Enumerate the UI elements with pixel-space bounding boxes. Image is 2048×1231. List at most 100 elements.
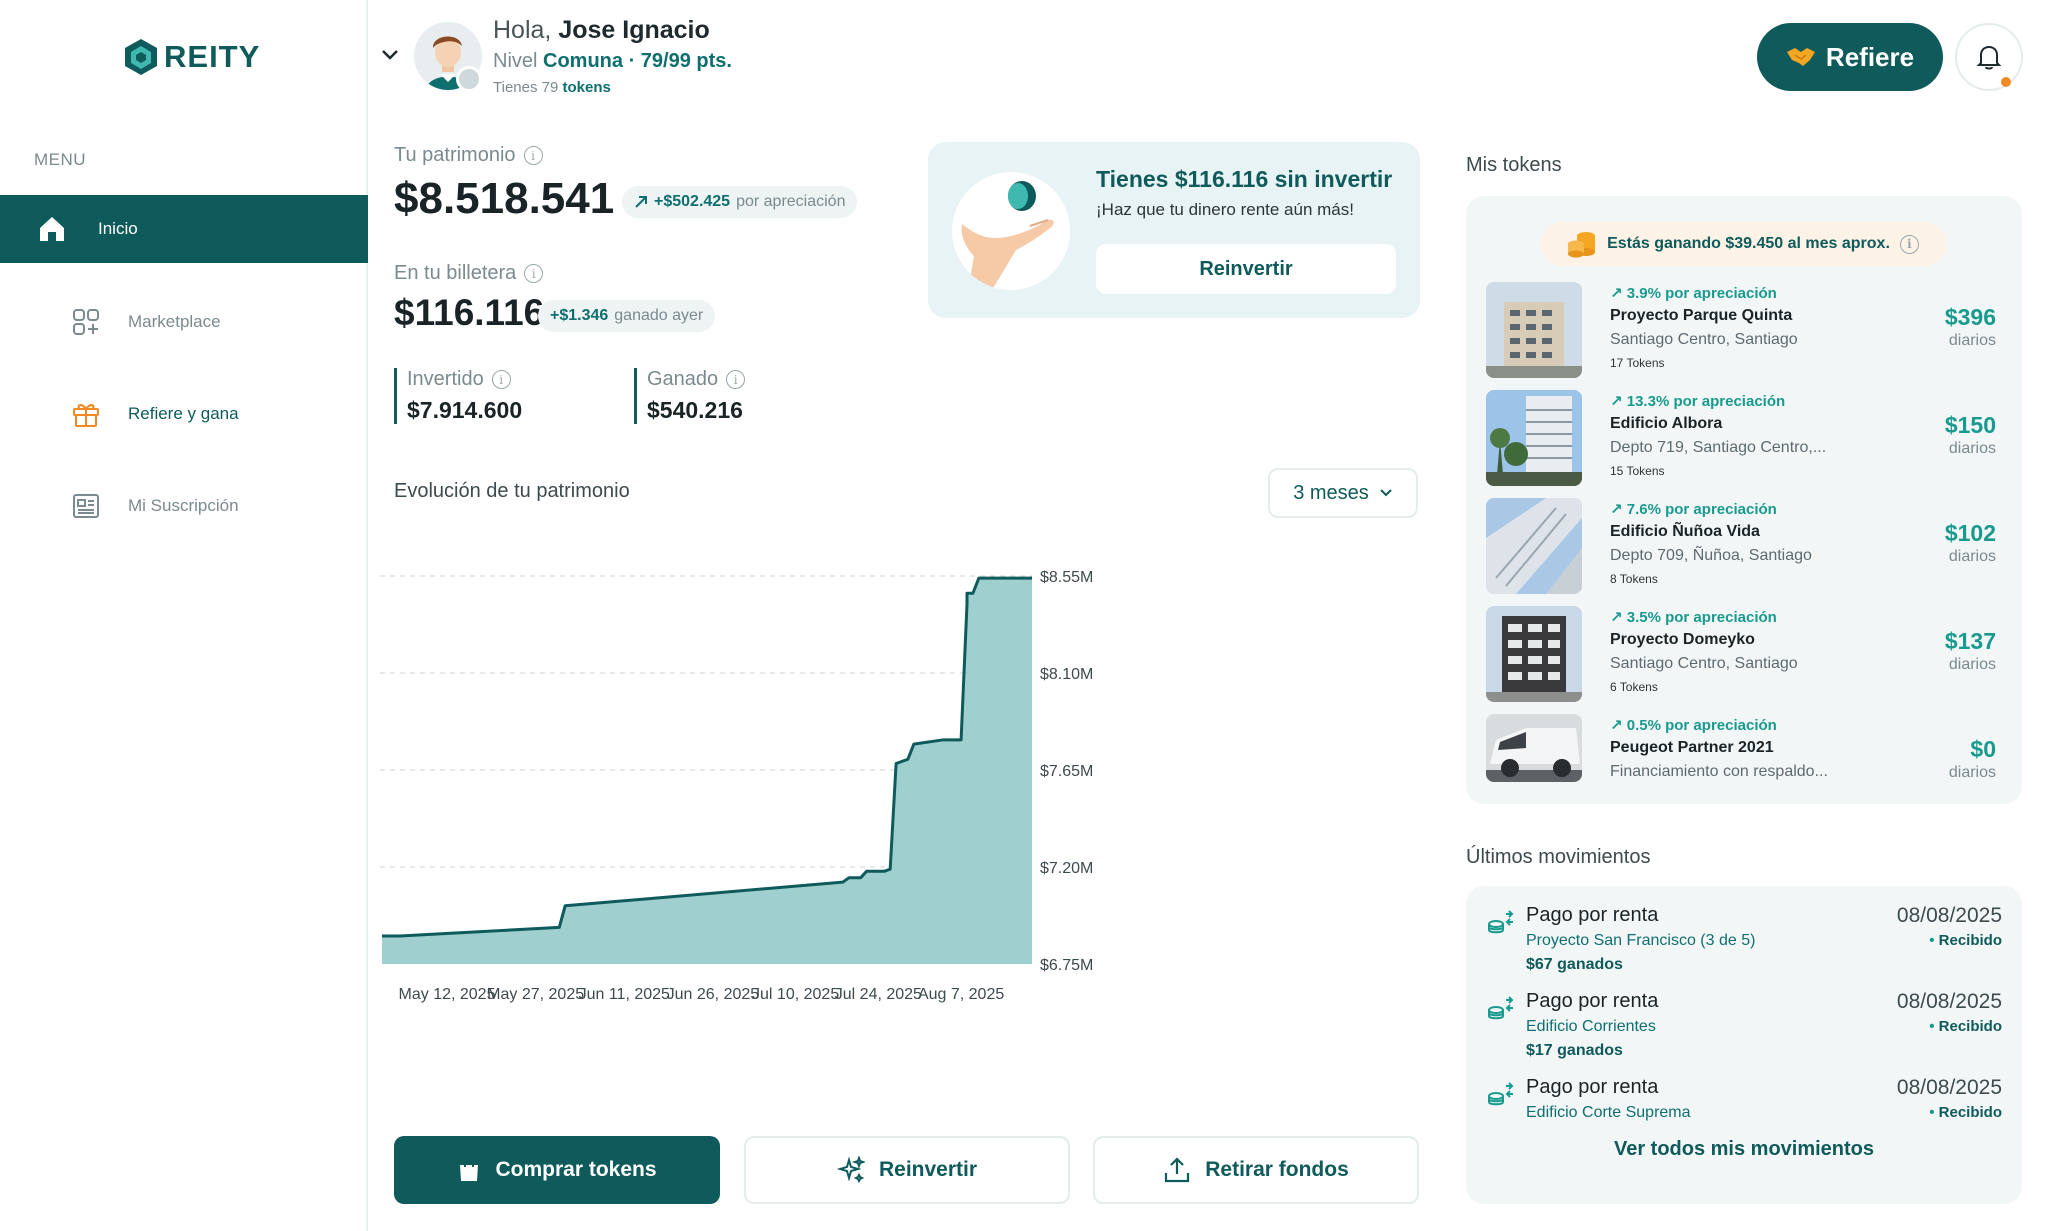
x-tick-label: May 27, 2025 [487, 986, 584, 1003]
see-all-movements-link[interactable]: Ver todos mis movimientos [1613, 1138, 1875, 1160]
vehicle-image [1486, 714, 1582, 782]
token-location: Santiago Centro, Santiago [1610, 331, 1798, 348]
movement-item[interactable]: Pago por renta Proyecto San Francisco (3… [1486, 904, 2002, 984]
sidebar-item-suscripcion[interactable]: Mi Suscripción [0, 472, 368, 540]
level-label: Nivel [493, 50, 538, 72]
token-item[interactable]: ↗ 0.5% por apreciación Peugeot Partner 2… [1486, 714, 2006, 782]
x-tick-label: Jul 24, 2025 [835, 986, 922, 1003]
info-icon[interactable]: i [491, 370, 511, 389]
reinvest-card: Tienes $116.116 sin invertir ¡Haz que tu… [928, 142, 1420, 318]
token-name: Proyecto Domeyko [1610, 631, 1755, 648]
token-item[interactable]: ↗ 3.5% por apreciación Proyecto Domeyko … [1486, 606, 2006, 702]
movement-status: Recibido [1929, 1018, 2002, 1035]
token-appreciation: ↗ 13.3% por apreciación [1610, 393, 1786, 410]
sidebar-item-inicio[interactable]: Inicio [0, 195, 368, 263]
token-location: Santiago Centro, Santiago [1610, 655, 1798, 672]
appreciation-badge: +$502.425 por apreciación [622, 186, 858, 218]
invested-stat: Invertido i $7.914.600 [394, 368, 522, 424]
patrimonio-value: $8.518.541 [394, 174, 615, 223]
home-icon [36, 213, 68, 245]
token-amount: $396 [1944, 304, 1996, 330]
token-period: diarios [1948, 764, 1996, 781]
token-name: Peugeot Partner 2021 [1610, 739, 1774, 756]
token-period: diarios [1948, 440, 1996, 457]
avatar-badge [456, 66, 482, 92]
movement-date: 08/08/2025 [1896, 990, 2002, 1013]
coins-icon [1568, 232, 1596, 258]
reinvest-label: Reinvertir [878, 1158, 978, 1181]
wallet-label: En tu billetera i [394, 262, 544, 285]
user-level: Nivel Comuna · 79/99 pts. [493, 50, 732, 73]
movement-item[interactable]: Pago por renta Edificio Corrientes $17 g… [1486, 990, 2002, 1070]
coins-transfer-icon [1488, 996, 1514, 1020]
wallet-label-text: En tu billetera [394, 262, 517, 284]
earned-label: Ganado [647, 368, 719, 390]
earning-banner: Estás ganando $39.450 al mes aprox. i [1540, 222, 1946, 266]
sidebar-item-label: Refiere y gana [128, 404, 239, 423]
movement-subtitle: Edificio Corrientes [1526, 1018, 1656, 1035]
newspaper-icon [70, 490, 102, 522]
token-amount: $102 [1944, 520, 1996, 546]
chart-title: Evolución de tu patrimonio [394, 480, 630, 502]
gift-icon [70, 398, 102, 430]
info-icon[interactable]: i [524, 264, 544, 283]
reinvest-button[interactable]: Reinvertir [744, 1136, 1070, 1204]
arrow-up-right-icon [635, 196, 647, 208]
range-select[interactable]: 3 meses [1268, 468, 1418, 518]
token-location: Depto 709, Ñuñoa, Santiago [1610, 547, 1812, 564]
y-tick-label: $7.65M [1040, 763, 1093, 780]
appreciation-amount: +$502.425 [654, 193, 731, 210]
menu-label: MENU [34, 150, 87, 169]
x-tick-label: Jun 11, 2025 [579, 986, 670, 1003]
reinvest-card-button[interactable]: Reinvertir [1096, 244, 1396, 294]
wallet-earned-badge: +$1.346 ganado ayer [538, 300, 716, 332]
movement-subtitle: Edificio Corte Suprema [1526, 1104, 1691, 1121]
token-count: 15 Tokens [1610, 464, 1665, 478]
appreciation-label: por apreciación [736, 193, 846, 210]
reinvest-title: Tienes $116.116 sin invertir [1096, 166, 1393, 192]
token-appreciation-text: 7.6% por apreciación [1626, 501, 1777, 518]
refer-label: Refiere [1825, 41, 1915, 72]
property-image [1486, 498, 1582, 594]
token-count: 6 Tokens [1610, 680, 1658, 694]
shopping-bag-icon [460, 1159, 479, 1181]
movement-status: Recibido [1929, 1104, 2002, 1121]
invested-label: Invertido [407, 368, 484, 390]
sidebar-item-label: Mi Suscripción [128, 496, 239, 515]
token-item[interactable]: ↗ 7.6% por apreciación Edificio Ñuñoa Vi… [1486, 498, 2006, 594]
token-appreciation-text: 0.5% por apreciación [1626, 717, 1777, 734]
patrimonio-label-text: Tu patrimonio [394, 144, 516, 166]
token-location: Depto 719, Santiago Centro,... [1610, 439, 1827, 456]
notifications-button[interactable] [1955, 23, 2023, 91]
token-name: Proyecto Parque Quinta [1610, 307, 1793, 324]
y-tick-label: $8.55M [1040, 569, 1093, 586]
token-count: 17 Tokens [1610, 356, 1665, 370]
sidebar-item-refiere[interactable]: Refiere y gana [0, 380, 368, 448]
y-tick-label: $7.20M [1040, 860, 1093, 877]
info-icon[interactable]: i [523, 146, 543, 165]
notification-dot [2001, 77, 2011, 87]
invested-value: $7.914.600 [407, 397, 523, 423]
greeting: Hola, Jose Ignacio [493, 16, 710, 45]
withdraw-button[interactable]: Retirar fondos [1093, 1136, 1419, 1204]
token-item[interactable]: ↗ 3.9% por apreciación Proyecto Parque Q… [1486, 282, 2006, 378]
movement-item[interactable]: Pago por renta Edificio Corte Suprema 08… [1486, 1076, 2002, 1126]
token-item[interactable]: ↗ 13.3% por apreciación Edificio Albora … [1486, 390, 2006, 486]
brand-logo[interactable]: REITY [124, 38, 260, 76]
wallet-value: $116.116 [394, 292, 545, 333]
token-amount: $0 [1970, 736, 1996, 762]
buy-tokens-label: Comprar tokens [495, 1158, 657, 1181]
wallet-earned-label: ganado ayer [614, 307, 704, 324]
token-appreciation: ↗ 3.9% por apreciación [1610, 285, 1777, 302]
sidebar-item-marketplace[interactable]: Marketplace [0, 288, 368, 356]
movement-earned: $17 ganados [1526, 1042, 1623, 1059]
chevron-down-icon[interactable] [380, 48, 400, 67]
info-icon[interactable]: i [1899, 234, 1919, 254]
tokens-summary: Tienes 79 tokens [493, 79, 611, 96]
y-tick-label: $6.75M [1040, 957, 1093, 974]
buy-tokens-button[interactable]: Comprar tokens [394, 1136, 720, 1204]
refer-button[interactable]: Refiere [1757, 23, 1943, 91]
info-icon[interactable]: i [726, 370, 746, 389]
token-appreciation-text: 3.9% por apreciación [1626, 285, 1777, 302]
token-amount: $137 [1944, 628, 1996, 654]
